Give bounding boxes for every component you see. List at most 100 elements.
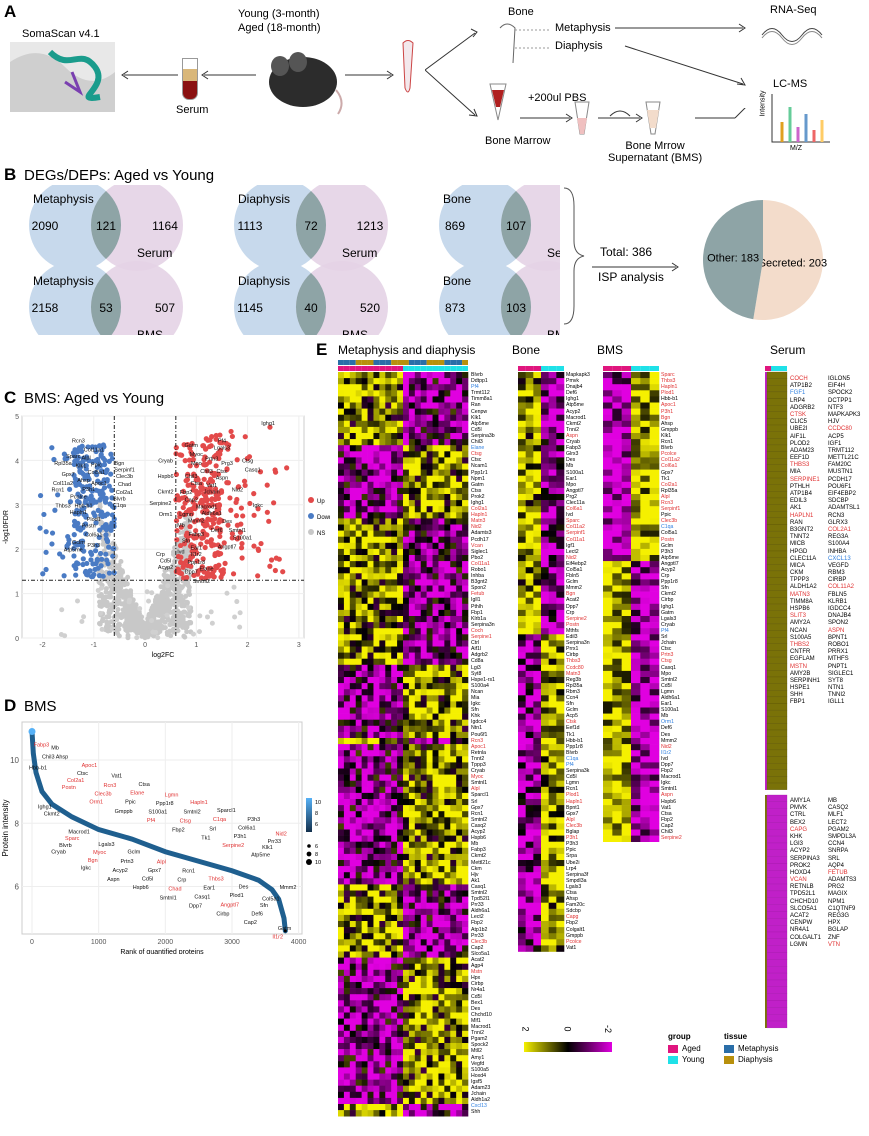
heatmap-cell-md	[462, 408, 469, 415]
heatmap-cell-md	[414, 963, 422, 971]
heatmap-cell-bone	[541, 500, 549, 507]
heatmap-cell-md	[426, 731, 433, 739]
heatmap-cell-md	[403, 512, 410, 519]
heatmap-cell-md	[355, 451, 362, 458]
heatmap-cell-md	[338, 829, 345, 836]
heatmap-cell-md	[379, 890, 386, 897]
heatmap-cell-md	[338, 805, 345, 812]
heatmap-cell-md	[355, 866, 362, 873]
heatmap-cell-bone	[518, 445, 526, 452]
heatmap-cell-md	[414, 768, 422, 775]
heatmap-cell-md	[349, 957, 357, 964]
group-annotation	[438, 366, 445, 371]
heatmap-cell-bone	[541, 707, 549, 714]
heatmap-cell-md	[438, 603, 445, 611]
heatmap-cell-md	[408, 933, 416, 940]
heatmap-cell-md	[426, 372, 433, 379]
heatmap-cell-md	[414, 713, 422, 720]
heatmap-cell-md	[391, 744, 398, 751]
heatmap-cell-bone	[548, 646, 557, 653]
heatmap-cell-md	[432, 1067, 439, 1074]
heatmap-cell-bone	[556, 713, 565, 720]
heatmap-cell-md	[361, 1085, 368, 1093]
heatmap-cell-md	[432, 567, 439, 574]
heatmap-cell-md	[338, 1097, 345, 1105]
heatmap-cell-md	[432, 494, 439, 501]
point-ns	[133, 617, 139, 623]
heatmap-cell-md	[379, 1018, 386, 1025]
heatmap-cell-md	[426, 616, 433, 623]
heatmap-cell-md	[397, 1085, 404, 1093]
heatmap-cell-md	[379, 805, 386, 812]
heatmap-cell-md	[444, 457, 451, 464]
heatmap-cell-md	[373, 823, 380, 830]
heatmap-cell-md	[420, 847, 427, 855]
group-annotation	[548, 366, 557, 371]
heatmap-cell-md	[438, 884, 445, 891]
heatmap-cell-bone	[525, 652, 534, 659]
heatmap-cell-md	[385, 555, 392, 562]
eppendorf-tube-icon	[574, 101, 590, 135]
heatmap-cell-md	[355, 805, 362, 812]
heatmap-cell-md	[343, 902, 351, 910]
heatmap-cell-md	[391, 463, 398, 470]
heatmap-cell-md	[343, 628, 351, 635]
heatmap-cell-md	[338, 835, 345, 842]
heatmap-cell-md	[385, 890, 392, 897]
heatmap-cell-md	[462, 445, 469, 452]
heatmap-cell-md	[426, 823, 433, 830]
heatmap-cell-md	[432, 756, 439, 763]
heatmap-cell-bone	[518, 494, 526, 501]
heatmap-cell-md	[349, 1104, 357, 1111]
heatmap-cell-md	[397, 738, 404, 745]
heatmap-cell-md	[456, 902, 463, 910]
heatmap-cell-md	[379, 677, 386, 684]
heatmap-cell-md	[414, 500, 422, 507]
heatmap-cell-md	[338, 1018, 345, 1025]
heatmap-cell-md	[414, 585, 422, 592]
heatmap-cell-bone	[525, 585, 534, 592]
point-ns	[124, 591, 130, 597]
heatmap-cell-bone	[518, 707, 526, 714]
heatmap-cell-bone	[533, 792, 542, 800]
heatmap-cell-md	[397, 664, 404, 672]
heatmap-cell-md	[349, 548, 357, 556]
heatmap-cell-bone	[556, 542, 565, 550]
heatmap-cell-bone	[525, 536, 534, 544]
heatmap-cell-md	[379, 982, 386, 989]
heatmap-cell-md	[444, 1067, 451, 1074]
heatmap-cell-md	[450, 536, 457, 544]
heatmap-cell-md	[355, 414, 362, 422]
heatmap-cell-md	[349, 1091, 357, 1099]
group-annotation	[414, 366, 421, 371]
heatmap-cell-md	[432, 664, 439, 672]
point-ns	[175, 628, 181, 634]
venn-left-label: Bone	[443, 274, 471, 288]
heatmap-cell-md	[385, 384, 392, 391]
heatmap-cell-bone	[533, 548, 542, 556]
heatmap-cell-bone	[533, 622, 542, 629]
heatmap-cell-bone	[533, 457, 542, 464]
heatmap-cell-bone	[541, 408, 549, 415]
point-ns	[164, 573, 170, 579]
heatmap-cell-md	[391, 1049, 398, 1056]
heatmap-cell-md	[349, 731, 357, 739]
heatmap-cell-bone	[525, 683, 534, 690]
heatmap-cell-md	[338, 494, 345, 501]
heatmap-cell-md	[444, 860, 451, 867]
heatmap-cell-md	[414, 1036, 422, 1044]
heatmap-cell-md	[385, 689, 392, 696]
heatmap-cell-bone	[556, 451, 565, 458]
heatmap-cell-bone	[525, 719, 534, 727]
heatmap-cell-md	[391, 841, 398, 849]
heatmap-cell-md	[420, 524, 427, 531]
heatmap-cell-md	[349, 1055, 357, 1062]
heatmap-cell-md	[338, 1000, 345, 1007]
heatmap-cell-md	[379, 1055, 386, 1062]
heatmap-cell-md	[438, 530, 445, 537]
heatmap-cell-bone	[518, 701, 526, 708]
heatmap-cell-bone	[533, 579, 542, 586]
heatmap-cell-md	[408, 957, 416, 964]
heatmap-cell-md	[408, 591, 416, 598]
heatmap-cell-md	[355, 591, 362, 598]
